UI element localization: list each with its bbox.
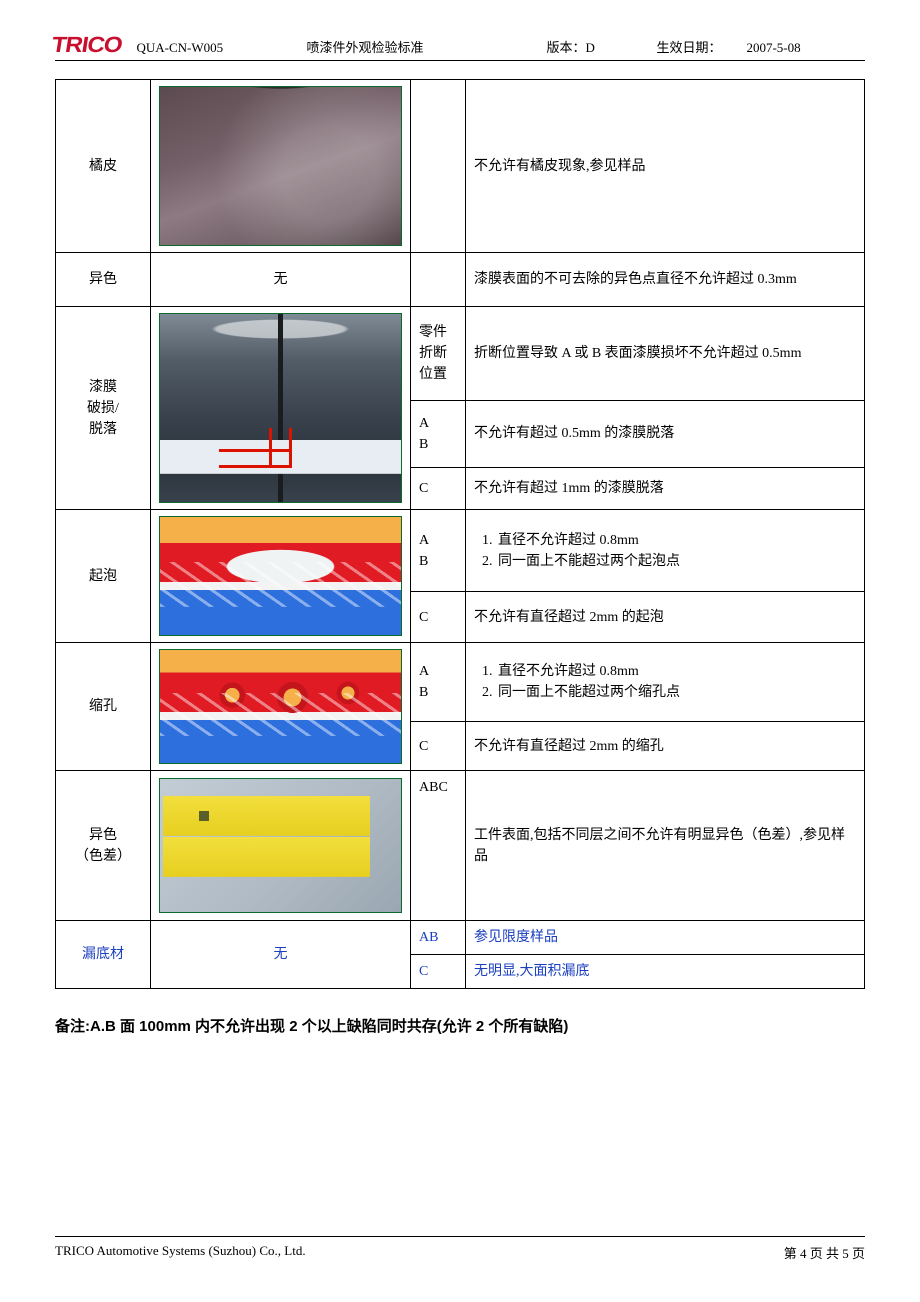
page-header: TRICO QUA-CN-W005 喷漆件外观检验标准 版本：D 生效日期： 2… [55,30,865,61]
defect-name: 缩孔 [56,643,151,771]
version-value: D [585,40,594,55]
grade-cell [411,253,466,307]
defect-image: 无 [151,253,411,307]
table-row: 漆膜破损/脱落零件折断位置折断位置导致 A 或 B 表面漆膜损坏不允许超过 0.… [56,307,865,401]
defect-name: 异色（色差） [56,771,151,921]
effective-label: 生效日期： [656,37,746,56]
table-row: 异色无 漆膜表面的不可去除的异色点直径不允许超过 0.3mm [56,253,865,307]
criteria-cell: 不允许有直径超过 2mm 的起泡 [466,592,865,643]
grade-cell: C [411,592,466,643]
orange-peel-thumbnail [159,86,402,246]
criteria-cell: 无明显,大面积漏底 [466,955,865,989]
blister-thumbnail [159,516,402,636]
crater-thumbnail [159,649,402,764]
grade-cell: C [411,722,466,771]
criteria-item: 直径不允许超过 0.8mm [496,530,856,551]
defect-image [151,307,411,510]
footnote: 备注:A.B 面 100mm 内不允许出现 2 个以上缺陷同时共存(允许 2 个… [55,1015,865,1036]
trico-logo: TRICO [50,32,124,58]
criteria-cell: 折断位置导致 A 或 B 表面漆膜损坏不允许超过 0.5mm [466,307,865,401]
defect-name: 漏底材 [56,921,151,989]
table-row: 漏底材无AB参见限度样品 [56,921,865,955]
paint-break-thumbnail [159,313,402,503]
table-row: 异色（色差） ABC工件表面,包括不同层之间不允许有明显异色（色差）,参见样品 [56,771,865,921]
defect-name: 起泡 [56,510,151,643]
criteria-item: 同一面上不能超过两个起泡点 [496,551,856,572]
footer-page: 第 4 页 共 5 页 [784,1243,865,1262]
effective-date: 2007-5-08 [746,40,800,56]
defect-image [151,510,411,643]
grade-cell: AB [411,510,466,592]
table-row: 起泡AB直径不允许超过 0.8mm同一面上不能超过两个起泡点 [56,510,865,592]
grade-cell: AB [411,921,466,955]
defect-name: 漆膜破损/脱落 [56,307,151,510]
criteria-cell: 参见限度样品 [466,921,865,955]
criteria-item: 同一面上不能超过两个缩孔点 [496,682,856,703]
criteria-cell: 不允许有橘皮现象,参见样品 [466,80,865,253]
inspection-table: 橘皮不允许有橘皮现象,参见样品异色无漆膜表面的不可去除的异色点直径不允许超过 0… [55,79,865,989]
criteria-cell: 漆膜表面的不可去除的异色点直径不允许超过 0.3mm [466,253,865,307]
footer-company: TRICO Automotive Systems (Suzhou) Co., L… [55,1243,306,1262]
doc-title: 喷漆件外观检验标准 [306,37,546,56]
grade-cell: C [411,955,466,989]
defect-name: 异色 [56,253,151,307]
table-row: 缩孔AB直径不允许超过 0.8mm同一面上不能超过两个缩孔点 [56,643,865,722]
criteria-cell: 直径不允许超过 0.8mm同一面上不能超过两个缩孔点 [466,643,865,722]
defect-image [151,643,411,771]
grade-cell [411,80,466,253]
defect-image [151,771,411,921]
defect-image: 无 [151,921,411,989]
doc-number: QUA-CN-W005 [136,40,306,56]
grade-cell: 零件折断位置 [411,307,466,401]
grade-cell: AB [411,643,466,722]
table-row: 橘皮 不允许有橘皮现象,参见样品 [56,80,865,253]
defect-name: 橘皮 [56,80,151,253]
grade-cell: AB [411,400,466,468]
criteria-cell: 不允许有超过 0.5mm 的漆膜脱落 [466,400,865,468]
criteria-item: 直径不允许超过 0.8mm [496,661,856,682]
criteria-cell: 不允许有超过 1mm 的漆膜脱落 [466,468,865,510]
grade-cell: C [411,468,466,510]
grade-cell: ABC [411,771,466,921]
version-label: 版本： [546,40,585,55]
criteria-cell: 直径不允许超过 0.8mm同一面上不能超过两个起泡点 [466,510,865,592]
colordiff-thumbnail [159,778,402,913]
criteria-cell: 工件表面,包括不同层之间不允许有明显异色（色差）,参见样品 [466,771,865,921]
criteria-cell: 不允许有直径超过 2mm 的缩孔 [466,722,865,771]
defect-image [151,80,411,253]
page-footer: TRICO Automotive Systems (Suzhou) Co., L… [55,1236,865,1262]
version: 版本：D [546,37,656,56]
